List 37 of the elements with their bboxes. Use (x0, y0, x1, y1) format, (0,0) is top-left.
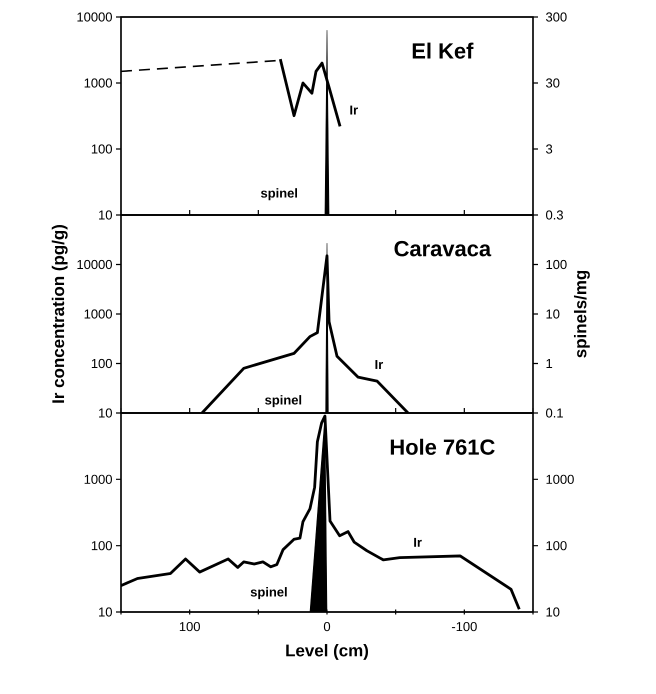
x-tick-label: 100 (180, 622, 200, 632)
y-tick-label: 100 (546, 541, 567, 550)
y-tick-label: 10000 (77, 260, 112, 270)
y-tick-label: 1000 (84, 474, 112, 484)
text: Hole 761C (390, 438, 495, 455)
y-tick-label: 10 (99, 408, 112, 418)
annotation: Ir (414, 538, 422, 547)
y-tick-label: 100 (92, 541, 112, 550)
y-tick-label: 100 (92, 144, 112, 154)
y-tick-label: 10 (99, 607, 112, 617)
y-tick-label: 3 (546, 144, 552, 154)
x-tick-label: -100 (452, 622, 477, 632)
annotation: Ir (350, 106, 358, 115)
x-tick-label: 0 (324, 622, 330, 632)
annotation: spinel (250, 587, 287, 600)
y-axis-title: spinels/mg (574, 270, 590, 358)
y-tick-label: 100 (92, 358, 112, 368)
y-tick-label: 1 (546, 359, 552, 368)
y-tick-label: 30 (546, 78, 560, 88)
y-tick-label: 100 (546, 260, 567, 270)
y-tick-label: 0.1 (546, 408, 563, 418)
y-tick-label: 1000 (546, 474, 574, 484)
y-tick-label: 1000 (84, 309, 112, 319)
y-tick-label: 300 (546, 12, 567, 22)
y-tick-label: 0.3 (546, 210, 563, 220)
y-tick-label: 10 (546, 309, 560, 319)
y-axis-title: Ir concentration (pg/g) (52, 224, 68, 403)
annotation: Ir (375, 360, 384, 369)
y-tick-label: 10 (546, 607, 560, 617)
annotation: spinel (260, 188, 298, 200)
annotation: spinel (265, 395, 302, 408)
y-tick-label: 10 (99, 210, 112, 220)
x-axis-title: Level (cm) (286, 644, 368, 660)
text: Caravaca (394, 240, 492, 256)
y-tick-label: 1000 (84, 78, 112, 88)
text: El Kef (412, 42, 474, 59)
y-tick-label: 10000 (77, 12, 112, 22)
